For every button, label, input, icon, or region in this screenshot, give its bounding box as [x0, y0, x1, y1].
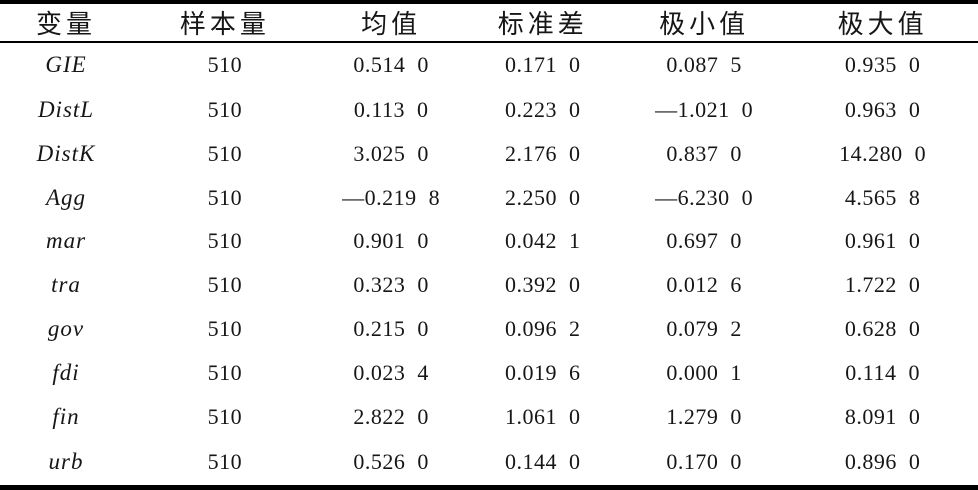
min-value: 0.837 0	[666, 140, 742, 166]
column-header-std-dev: 标准差	[497, 10, 588, 39]
mean-value: 0.215 0	[353, 316, 429, 342]
sample-size-value: 510	[207, 52, 243, 78]
min-value: 0.079 2	[666, 316, 742, 342]
sample-size-value: 510	[207, 140, 243, 166]
min-value: —1.021 0	[655, 96, 754, 122]
sample-size-value: 510	[207, 360, 243, 386]
sample-size-value: 510	[207, 272, 243, 298]
std-dev-value: 0.144 0	[505, 449, 581, 475]
variable-name: fin	[52, 404, 80, 430]
column-header-sample-size: 样本量	[179, 10, 270, 39]
mean-value: —0.219 8	[342, 184, 441, 210]
mean-value: 0.901 0	[353, 228, 429, 254]
max-value: 0.963 0	[844, 96, 921, 122]
table-row: Agg 510 —0.219 8 2.250 0 —6.230 0 4.565 8	[0, 176, 978, 220]
min-value: 0.087 5	[666, 52, 742, 78]
min-value: 1.279 0	[666, 404, 742, 430]
mean-value: 0.323 0	[353, 272, 429, 298]
variable-name: tra	[51, 272, 81, 298]
sample-size-value: 510	[207, 404, 243, 430]
min-value: 0.170 0	[666, 449, 742, 475]
std-dev-value: 0.171 0	[505, 52, 581, 78]
table-row: DistL 510 0.113 0 0.223 0 —1.021 0 0.963 0	[0, 88, 978, 132]
min-value: —6.230 0	[655, 184, 754, 210]
max-value: 0.114 0	[845, 360, 920, 386]
max-value: 0.935 0	[844, 52, 921, 78]
sample-size-value: 510	[207, 96, 243, 122]
column-header-variable: 变量	[36, 10, 97, 39]
std-dev-value: 2.176 0	[505, 140, 581, 166]
column-header-min: 极小值	[659, 10, 750, 39]
variable-name: GIE	[45, 52, 87, 78]
header-row: 变量 样本量 均值 标准差 极小值 极大值	[0, 2, 978, 42]
variable-name: DistL	[37, 96, 95, 122]
max-value: 0.628 0	[844, 316, 921, 342]
column-header-mean: 均值	[361, 10, 422, 39]
max-value: 0.961 0	[844, 228, 921, 254]
max-value: 4.565 8	[844, 184, 921, 210]
mean-value: 0.113 0	[353, 96, 429, 122]
min-value: 0.012 6	[666, 272, 742, 298]
sample-size-value: 510	[207, 228, 243, 254]
table-row: DistK 510 3.025 0 2.176 0 0.837 0 14.280 0	[0, 132, 978, 176]
mean-value: 0.023 4	[353, 360, 429, 386]
table-row: fin 510 2.822 0 1.061 0 1.279 0 8.091 0	[0, 395, 978, 439]
table-row: mar 510 0.901 0 0.042 1 0.697 0 0.961 0	[0, 220, 978, 264]
variable-name: urb	[48, 449, 84, 475]
std-dev-value: 0.096 2	[505, 316, 581, 342]
sample-size-value: 510	[207, 316, 243, 342]
variable-name: gov	[47, 316, 85, 342]
min-value: 0.000 1	[666, 360, 742, 386]
min-value: 0.697 0	[666, 228, 742, 254]
table-row: gov 510 0.215 0 0.096 2 0.079 2 0.628 0	[0, 307, 978, 351]
sample-size-value: 510	[207, 449, 243, 475]
mean-value: 2.822 0	[353, 404, 429, 430]
max-value: 8.091 0	[844, 404, 921, 430]
column-header-max: 极大值	[837, 10, 928, 39]
std-dev-value: 0.042 1	[505, 228, 581, 254]
table-row: urb 510 0.526 0 0.144 0 0.170 0 0.896 0	[0, 439, 978, 487]
variable-name: DistK	[36, 140, 96, 166]
mean-value: 0.514 0	[353, 52, 429, 78]
table-body: GIE 510 0.514 0 0.171 0 0.087 5 0.935 0 DistL 5…	[0, 42, 978, 488]
variable-name: fdi	[52, 360, 80, 386]
max-value: 14.280 0	[839, 140, 927, 166]
max-value: 1.722 0	[844, 272, 921, 298]
mean-value: 0.526 0	[353, 449, 429, 475]
variable-name: mar	[45, 228, 87, 254]
std-dev-value: 1.061 0	[505, 404, 581, 430]
std-dev-value: 0.392 0	[505, 272, 581, 298]
mean-value: 3.025 0	[353, 140, 429, 166]
table-row: tra 510 0.323 0 0.392 0 0.012 6 1.722 0	[0, 263, 978, 307]
std-dev-value: 0.223 0	[505, 96, 581, 122]
variable-name: Agg	[45, 184, 87, 210]
table-row: fdi 510 0.023 4 0.019 6 0.000 1 0.114 0	[0, 351, 978, 395]
table-row: GIE 510 0.514 0 0.171 0 0.087 5 0.935 0	[0, 42, 978, 88]
std-dev-value: 0.019 6	[505, 360, 581, 386]
sample-size-value: 510	[207, 184, 243, 210]
std-dev-value: 2.250 0	[505, 184, 581, 210]
max-value: 0.896 0	[844, 449, 921, 475]
